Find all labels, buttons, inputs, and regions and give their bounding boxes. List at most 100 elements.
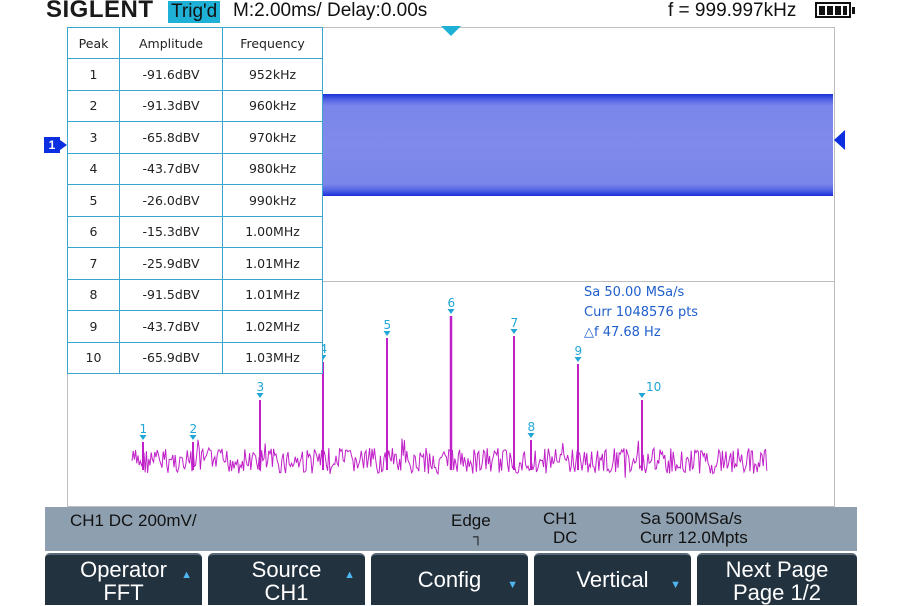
table-cell: 5 — [67, 184, 120, 217]
table-cell: 952kHz — [222, 58, 323, 91]
fft-info: Sa 50.00 MSa/s Curr 1048576 pts △f 47.68… — [584, 283, 698, 343]
table-row: 4 -43.7dBV 980kHz — [67, 152, 323, 185]
fft-trace — [131, 438, 768, 478]
trigger-position-icon[interactable] — [441, 26, 461, 36]
table-cell: -91.6dBV — [119, 58, 223, 91]
peak-marker-label: 3 — [257, 380, 265, 394]
table-cell: 6 — [67, 215, 120, 248]
table-cell: 2 — [67, 89, 120, 122]
table-cell: -65.8dBV — [119, 121, 223, 154]
softkey-value: Page 1/2 — [732, 580, 822, 605]
softkey-label: Source — [251, 557, 322, 582]
header: SIGLENT Trig'd M:2.00ms/ Delay:0.00s f =… — [0, 0, 900, 26]
table-cell: 1.03MHz — [222, 341, 323, 374]
table-cell: -43.7dBV — [119, 310, 223, 343]
table-cell: 960kHz — [222, 89, 323, 122]
peak-marker-icon — [638, 393, 646, 398]
fft-delta-f: △f 47.68 Hz — [584, 325, 661, 340]
table-cell: 1 — [67, 58, 120, 91]
peak-marker-icon — [256, 393, 264, 398]
source-softkey[interactable]: Source CH1 ▲ — [208, 553, 365, 605]
table-row: 6 -15.3dBV 1.00MHz — [67, 215, 323, 248]
vertical-softkey[interactable]: Vertical ▼ — [534, 553, 691, 605]
table-row: 3 -65.8dBV 970kHz — [67, 121, 323, 154]
table-cell: 990kHz — [222, 184, 323, 217]
peak-marker-label: 9 — [575, 344, 583, 358]
peak-marker-label: 5 — [384, 318, 392, 332]
peak-marker-icon — [139, 435, 147, 440]
table-cell: 7 — [67, 247, 120, 280]
table-cell: -65.9dBV — [119, 341, 223, 374]
rising-edge-icon: ┐ — [473, 528, 485, 544]
arrow-down-icon: ▼ — [507, 579, 518, 591]
peak-table-header: Peak — [67, 27, 120, 59]
peak-table-header: Frequency — [222, 27, 323, 59]
table-cell: 1.01MHz — [222, 247, 323, 280]
softkey-label: Next Page — [725, 557, 829, 582]
peak-marker-icon — [574, 357, 582, 362]
softkey-label: Config — [417, 567, 482, 592]
fft-sample-rate: Sa 50.00 MSa/s — [584, 285, 685, 300]
table-row: 7 -25.9dBV 1.01MHz — [67, 247, 323, 280]
table-cell: 3 — [67, 121, 120, 154]
acquisition-points: Curr 12.0Mpts — [640, 528, 748, 547]
table-cell: 8 — [67, 278, 120, 311]
table-cell: 10 — [67, 341, 120, 374]
config-softkey[interactable]: Config ▼ — [371, 553, 528, 605]
trigger-type[interactable]: Edge — [451, 511, 491, 530]
operator-softkey[interactable]: Operator FFT ▲ — [45, 553, 202, 605]
table-cell: 1.01MHz — [222, 278, 323, 311]
display-divider — [67, 281, 835, 282]
peak-table: Peak Amplitude Frequency 1 -91.6dBV 952kHz… — [67, 27, 323, 374]
peak-marker-label: 10 — [646, 380, 661, 394]
peak-marker-icon — [383, 331, 391, 336]
table-row: 1 -91.6dBV 952kHz — [67, 58, 323, 91]
next-page-softkey[interactable]: Next Page Page 1/2 — [697, 553, 857, 605]
table-row: 9 -43.7dBV 1.02MHz — [67, 310, 323, 343]
brand-logo: SIGLENT — [46, 0, 154, 23]
peak-marker-label: 7 — [511, 316, 519, 330]
fft-current-points: Curr 1048576 pts — [584, 305, 699, 320]
trigger-status-badge[interactable]: Trig'd — [168, 1, 221, 23]
ch1-setting[interactable]: CH1 DC 200mV/ — [70, 511, 197, 530]
table-row: 2 -91.3dBV 960kHz — [67, 89, 323, 122]
ch1-waveform — [322, 94, 833, 196]
frequency-counter: f = 999.997kHz — [668, 0, 797, 21]
arrow-down-icon: ▼ — [670, 579, 681, 591]
trigger-level-icon[interactable] — [834, 130, 845, 150]
table-cell: -26.0dBV — [119, 184, 223, 217]
peak-marker-icon — [527, 433, 535, 438]
peak-marker-label: 6 — [448, 296, 456, 310]
peak-marker-label: 4 — [320, 342, 328, 356]
battery-icon — [815, 2, 855, 18]
table-row: 8 -91.5dBV 1.01MHz — [67, 278, 323, 311]
peak-marker-icon — [510, 329, 518, 334]
table-row: 5 -26.0dBV 990kHz — [67, 184, 323, 217]
peak-marker-label: 2 — [190, 422, 198, 436]
softkey-bar: Operator FFT ▲ Source CH1 ▲ Config ▼ Ver… — [45, 553, 857, 605]
channel1-offset-icon[interactable]: 1 — [44, 137, 67, 153]
table-row: 10 -65.9dBV 1.03MHz — [67, 341, 323, 374]
trigger-coupling[interactable]: DC — [553, 528, 578, 547]
peak-marker-label: 8 — [528, 420, 536, 434]
table-cell: -91.3dBV — [119, 89, 223, 122]
status-bar: CH1 DC 200mV/ Edge ┐ CH1 DC Sa 500MSa/s … — [45, 507, 857, 551]
acquisition-sample-rate: Sa 500MSa/s — [640, 509, 743, 528]
table-cell: -91.5dBV — [119, 278, 223, 311]
softkey-label: Vertical — [576, 567, 649, 592]
table-cell: 970kHz — [222, 121, 323, 154]
peak-marker-icon — [447, 309, 455, 314]
table-cell: -25.9dBV — [119, 247, 223, 280]
table-cell: -43.7dBV — [119, 152, 223, 185]
trigger-source[interactable]: CH1 — [543, 509, 578, 528]
table-cell: 4 — [67, 152, 120, 185]
softkey-value: FFT — [103, 580, 144, 605]
timebase-readout[interactable]: M:2.00ms/ Delay:0.00s — [233, 0, 428, 21]
arrow-up-icon: ▲ — [344, 569, 355, 581]
table-cell: 1.00MHz — [222, 215, 323, 248]
table-cell: -15.3dBV — [119, 215, 223, 248]
peak-marker-label: 1 — [140, 422, 148, 436]
softkey-label: Operator — [80, 557, 167, 582]
softkey-value: CH1 — [264, 580, 309, 605]
